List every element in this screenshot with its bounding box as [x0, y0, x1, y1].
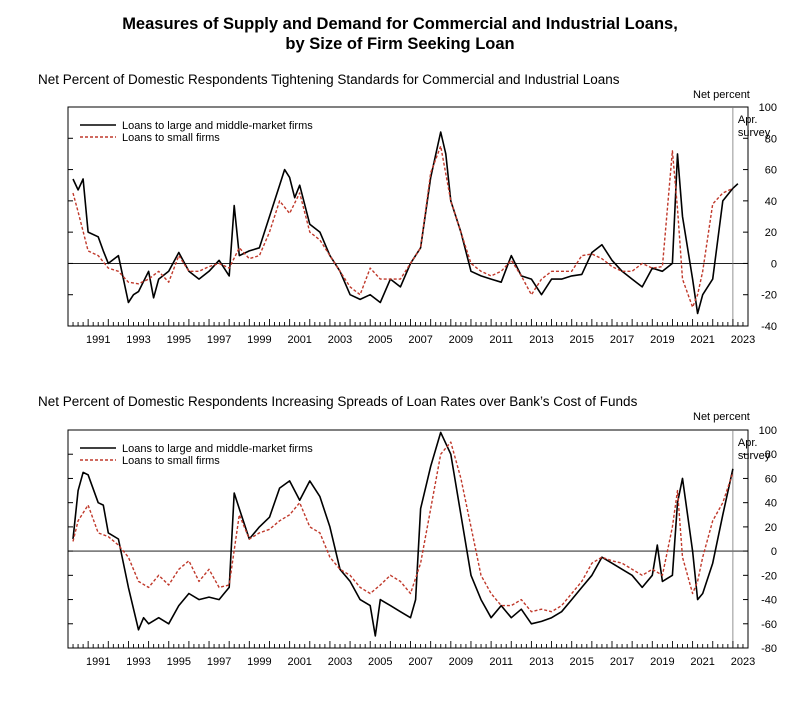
x-tick-label: 2011 — [489, 656, 513, 668]
y-tick-label: 80 — [765, 449, 777, 461]
x-tick-label: 1995 — [167, 656, 191, 668]
x-tick-label: 1997 — [207, 334, 231, 346]
x-tick-label: 2013 — [529, 656, 553, 668]
y-tick-label: -20 — [761, 570, 777, 582]
y-tick-label: 60 — [765, 165, 777, 177]
x-tick-label: 1993 — [126, 334, 150, 346]
panel-1-ylabel: Net percent — [693, 89, 750, 101]
panel-2: Apr.survey -80 -60 -40 -20 0 20 40 60 80 100 1991 19… — [67, 425, 777, 668]
survey-annotation: Apr. — [738, 114, 758, 126]
x-tick-label: 2003 — [328, 656, 352, 668]
y-tick-label: 80 — [765, 133, 777, 145]
y-tick-label: 0 — [771, 258, 777, 270]
main-title-line2: by Size of Firm Seeking Loan — [285, 35, 515, 53]
survey-annotation: Apr. — [738, 437, 758, 449]
x-tick-label: 2019 — [650, 656, 674, 668]
y-tick-label: 100 — [759, 102, 777, 114]
x-tick-label: 2023 — [731, 656, 755, 668]
x-tick-label: 2001 — [287, 334, 311, 346]
plot-frame — [67, 429, 749, 649]
y-tick-label: 0 — [771, 546, 777, 558]
y-tick-label: 20 — [765, 227, 777, 239]
x-tick-label: 2005 — [368, 656, 392, 668]
series-line-small-firms — [72, 441, 734, 613]
x-tick-label: 1999 — [247, 656, 271, 668]
x-tick-label: 1993 — [126, 656, 150, 668]
x-tick-label: 2009 — [449, 334, 473, 346]
y-tick-label: -60 — [761, 619, 777, 631]
x-tick-label: 2005 — [368, 334, 392, 346]
x-tick-label: 1999 — [247, 334, 271, 346]
series-line-small-firms — [72, 145, 734, 308]
survey-annotation: survey — [738, 450, 771, 462]
series-line-large-firms — [72, 431, 734, 637]
panel-2-ylabel: Net percent — [693, 411, 750, 423]
legend-label: Loans to large and middle-market firms — [122, 443, 313, 455]
y-tick-label: 20 — [765, 522, 777, 534]
main-title-line1: Measures of Supply and Demand for Commer… — [122, 15, 678, 33]
x-tick-label: 2023 — [731, 334, 755, 346]
plot-frame — [67, 106, 749, 327]
legend-label: Loans to large and middle-market firms — [122, 120, 313, 132]
y-tick-label: 40 — [765, 196, 777, 208]
legend-label: Loans to small firms — [122, 132, 220, 144]
y-tick-label: 40 — [765, 498, 777, 510]
y-tick-label: -40 — [761, 595, 777, 607]
x-tick-label: 2003 — [328, 334, 352, 346]
x-tick-label: 2015 — [570, 656, 594, 668]
y-tick-label: 100 — [759, 425, 777, 437]
panel-1: Apr.survey -40 -20 0 20 40 60 80 100 1991 1993 1995… — [67, 102, 777, 346]
x-tick-label: 2015 — [570, 334, 594, 346]
main-title: Measures of Supply and Demand for Commer… — [0, 14, 800, 54]
x-tick-label: 2021 — [690, 656, 714, 668]
y-tick-label: 60 — [765, 473, 777, 485]
survey-annotation: survey — [738, 127, 771, 139]
legend-label: Loans to small firms — [122, 455, 220, 467]
x-tick-label: 2021 — [690, 334, 714, 346]
x-tick-label: 2017 — [610, 656, 634, 668]
y-tick-label: -80 — [761, 643, 777, 655]
x-tick-label: 2017 — [610, 334, 634, 346]
x-tick-label: 1995 — [167, 334, 191, 346]
panel-2-title: Net Percent of Domestic Respondents Incr… — [38, 394, 638, 409]
x-tick-label: 2009 — [449, 656, 473, 668]
x-tick-label: 1991 — [86, 656, 110, 668]
x-tick-label: 2007 — [408, 656, 432, 668]
x-tick-label: 1991 — [86, 334, 110, 346]
x-tick-label: 2011 — [489, 334, 513, 346]
panel-1-title: Net Percent of Domestic Respondents Tigh… — [38, 72, 620, 87]
x-tick-label: 1997 — [207, 656, 231, 668]
y-tick-label: -20 — [761, 290, 777, 302]
x-tick-label: 2001 — [287, 656, 311, 668]
x-tick-label: 2013 — [529, 334, 553, 346]
x-tick-label: 2019 — [650, 334, 674, 346]
y-tick-label: -40 — [761, 321, 777, 333]
series-line-large-firms — [72, 131, 739, 315]
x-tick-label: 2007 — [408, 334, 432, 346]
